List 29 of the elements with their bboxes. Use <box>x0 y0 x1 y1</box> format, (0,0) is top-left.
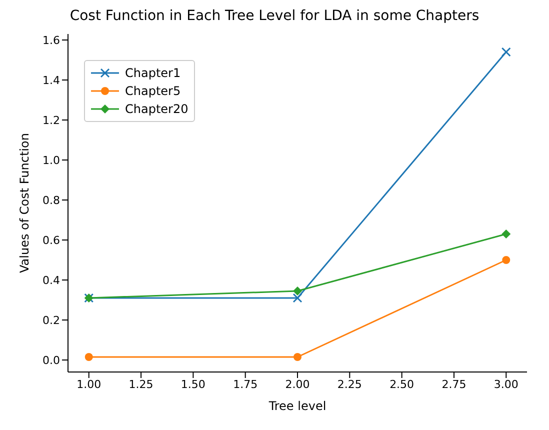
x-axis-title: Tree level <box>268 399 326 413</box>
x-tick-label: 1.50 <box>180 378 206 391</box>
x-tick-label: 2.50 <box>390 378 414 391</box>
x-tick-label: 1.75 <box>233 378 258 391</box>
y-tick-label: 0.2 <box>42 314 60 327</box>
x-tick-label: 3.00 <box>494 378 518 391</box>
y-tick-label: 1.2 <box>42 114 60 127</box>
legend-label: Chapter20 <box>125 102 188 116</box>
y-tick-label: 0.6 <box>42 234 60 247</box>
y-tick-label: 0.4 <box>42 274 60 287</box>
y-tick-label: 0.8 <box>42 194 60 207</box>
legend-label: Chapter5 <box>125 84 181 98</box>
point <box>502 256 510 264</box>
x-tick-label: 2.25 <box>337 378 362 391</box>
point <box>294 353 302 361</box>
x-tick-label: 1.00 <box>76 378 102 391</box>
y-tick-label: 1.0 <box>42 154 60 167</box>
y-tick-label: 0.0 <box>42 354 60 367</box>
x-tick-label: 2.00 <box>285 378 310 391</box>
legend-label: Chapter1 <box>125 66 181 80</box>
point <box>84 353 93 361</box>
point <box>293 286 302 296</box>
chart-title: Cost Function in Each Tree Level for LDA in some Chapters <box>68 8 480 26</box>
y-tick-label: 1.6 <box>42 34 60 47</box>
point <box>502 230 511 238</box>
y-axis-title: Values of Cost Function <box>17 133 32 273</box>
y-tick-label: 1.4 <box>42 74 60 87</box>
x-tick-label: 2.75 <box>442 378 466 391</box>
x-tick-label: 1.25 <box>128 378 154 391</box>
